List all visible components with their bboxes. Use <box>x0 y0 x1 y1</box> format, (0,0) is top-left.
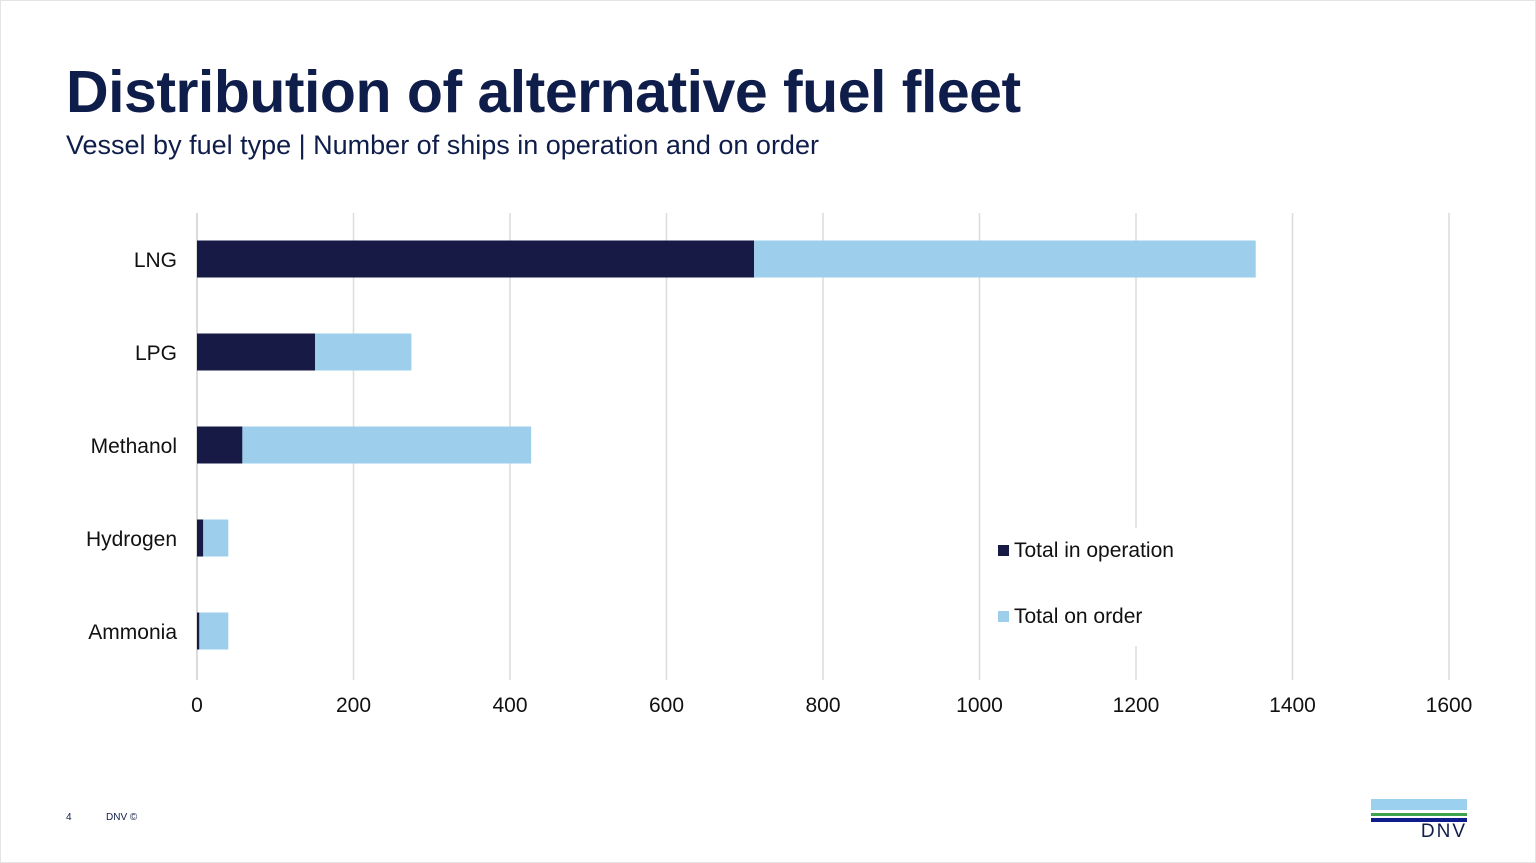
bar-in-operation <box>197 519 204 557</box>
category-label: LNG <box>134 249 177 272</box>
legend-swatch <box>998 545 1009 556</box>
x-tick-label: 200 <box>336 694 371 717</box>
category-label: Ammonia <box>88 621 177 644</box>
page-title: Distribution of alternative fuel fleet <box>66 59 1021 125</box>
bar-on-order <box>754 240 1256 278</box>
category-label: LPG <box>135 342 177 365</box>
dnv-logo: DNV <box>1371 799 1467 842</box>
x-tick-label: 1400 <box>1269 694 1316 717</box>
page-number: 4 <box>66 812 72 823</box>
legend-label: Total in operation <box>1014 539 1174 562</box>
copyright: DNV © <box>106 812 138 823</box>
category-label: Methanol <box>91 435 177 458</box>
legend-label: Total on order <box>1014 605 1142 628</box>
bar-in-operation <box>197 426 243 464</box>
x-tick-label: 1200 <box>1113 694 1160 717</box>
x-tick-label: 1600 <box>1426 694 1473 717</box>
x-tick-label: 600 <box>649 694 684 717</box>
bar-on-order <box>315 333 412 371</box>
bar-on-order <box>242 426 532 464</box>
x-tick-label: 1000 <box>956 694 1003 717</box>
x-tick-label: 0 <box>191 694 203 717</box>
category-label: Hydrogen <box>86 528 177 551</box>
bar-on-order <box>199 612 229 650</box>
x-tick-label: 400 <box>492 694 527 717</box>
bar-in-operation <box>197 612 200 650</box>
bar-in-operation <box>197 240 755 278</box>
page-subtitle: Vessel by fuel type | Number of ships in… <box>66 130 819 160</box>
legend-background <box>985 528 1200 646</box>
bar-on-order <box>203 519 229 557</box>
legend-swatch <box>998 611 1009 622</box>
x-tick-label: 800 <box>805 694 840 717</box>
bar-in-operation <box>197 333 316 371</box>
